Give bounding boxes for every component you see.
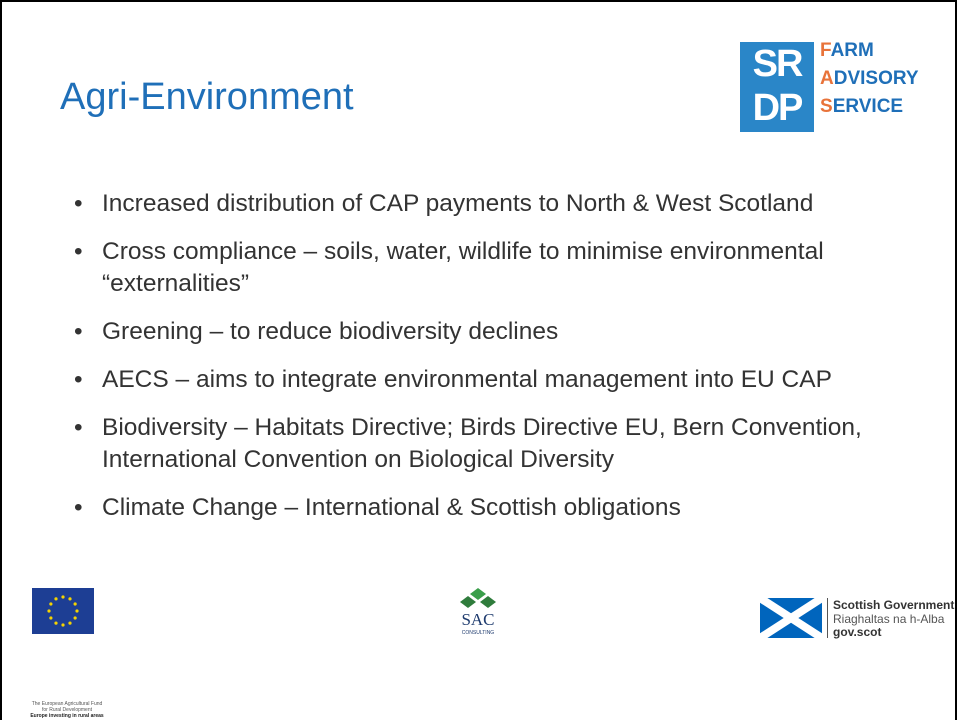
star [54,597,58,601]
eu-text: The European Agricultural Fund [31,701,103,707]
star [49,616,53,620]
gov-gaelic: Riaghaltas na h-Alba [833,612,945,626]
sac-icon [460,588,496,608]
bullet-list: Increased distribution of CAP payments t… [74,188,874,540]
srdp-logo: SR DP FARM ADVISORY SERVICE [740,38,920,138]
gov-url: gov.scot [833,625,882,639]
eu-text: Europe investing in rural areas [30,713,104,719]
logo-word: ADVISORY [820,68,919,89]
saltire [760,598,822,638]
bullet: Greening – to reduce biodiversity declin… [74,316,874,348]
bullet: Cross compliance – soils, water, wildlif… [74,236,874,300]
sac-name: SAC [461,610,495,629]
bullet: Biodiversity – Habitats Directive; Birds… [74,412,874,476]
bullet: AECS – aims to integrate environmental m… [74,364,874,396]
logo-word: SERVICE [820,96,904,117]
eu-flag [32,588,94,634]
star [75,609,79,613]
star [68,597,72,601]
star [73,602,77,606]
slide-title: Agri-Environment [60,76,354,118]
star [47,609,51,613]
logo-mark: DP [740,86,814,132]
gov-name: Scottish Government [833,598,955,612]
bullet: Climate Change – International & Scottis… [74,492,874,524]
star [49,602,53,606]
star [73,616,77,620]
logo-mark: SR [740,42,814,86]
star [61,623,65,627]
sac-sub: CONSULTING [461,630,495,636]
bullet: Increased distribution of CAP payments t… [74,188,874,220]
logo-word: FARM [820,40,874,61]
star [54,621,58,625]
star [68,621,72,625]
eu-text: for Rural Development [41,707,93,713]
star [61,595,65,599]
